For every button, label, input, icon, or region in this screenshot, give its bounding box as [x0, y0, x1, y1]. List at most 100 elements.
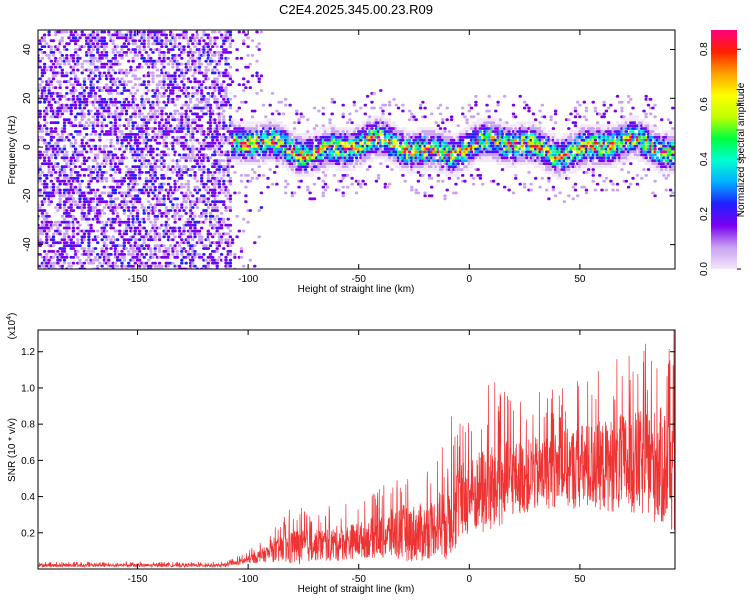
heatmap-cell	[93, 144, 98, 148]
heatmap-cell	[120, 182, 124, 186]
heatmap-cell	[312, 162, 317, 165]
heatmap-cell	[122, 80, 126, 84]
heatmap-cell	[352, 168, 356, 171]
heatmap-cell	[47, 30, 51, 34]
heatmap-cell	[171, 206, 175, 209]
heatmap-cell	[244, 185, 248, 189]
heatmap-cell	[71, 229, 76, 233]
heatmap-cell	[120, 112, 124, 116]
heatmap-cell	[224, 33, 228, 37]
heatmap-cell	[186, 103, 191, 107]
heatmap-cell	[104, 42, 109, 46]
heatmap-cell	[195, 159, 199, 163]
heatmap-cell	[153, 206, 157, 209]
heatmap-cell	[142, 103, 146, 107]
heatmap-cell	[69, 106, 73, 110]
heatmap-cell	[73, 115, 78, 119]
heatmap-cell	[255, 59, 259, 63]
heatmap-cell	[89, 253, 93, 256]
heatmap-cell	[45, 153, 49, 157]
heatmap-cell	[73, 200, 78, 204]
heatmap-cell	[208, 212, 213, 215]
heatmap-cell	[115, 182, 120, 186]
heatmap-cell	[96, 68, 100, 72]
heatmap-cell	[171, 65, 175, 69]
heatmap-cell	[115, 86, 120, 89]
heatmap-cell	[228, 36, 233, 40]
heatmap-cell	[142, 212, 146, 215]
heatmap-cell	[175, 92, 179, 95]
heatmap-cell	[166, 165, 171, 168]
heatmap-cell	[184, 100, 188, 104]
heatmap-cell	[142, 45, 146, 48]
heatmap-cell	[135, 253, 140, 256]
heatmap-cell	[87, 112, 91, 116]
heatmap-cell	[82, 162, 87, 165]
heatmap-cell	[206, 200, 210, 204]
heatmap-cell	[67, 235, 71, 239]
heatmap-cell	[129, 238, 133, 242]
heatmap-cell	[65, 74, 69, 78]
heatmap-cell	[363, 130, 367, 133]
heatmap-cell	[47, 77, 51, 81]
heatmap-cell	[191, 33, 195, 37]
heatmap-cell	[89, 174, 93, 177]
heatmap-cell	[204, 214, 208, 218]
heatmap-cell	[228, 197, 233, 201]
heatmap-cell	[129, 150, 133, 154]
heatmap-cell	[73, 103, 78, 107]
heatmap-cell	[184, 159, 188, 163]
heatmap-cell	[160, 168, 164, 171]
heatmap-cell	[295, 109, 299, 113]
heatmap-cell	[228, 253, 233, 256]
heatmap-cell	[151, 147, 155, 151]
heatmap-cell	[133, 109, 137, 113]
heatmap-cell	[235, 48, 239, 51]
heatmap-cell	[127, 185, 131, 189]
heatmap-cell	[144, 235, 149, 239]
heatmap-cell	[67, 212, 71, 215]
heatmap-cell	[100, 174, 104, 177]
heatmap-cell	[374, 179, 379, 183]
heatmap-cell	[204, 112, 208, 116]
heatmap-cell	[98, 138, 102, 142]
heatmap-cell	[120, 194, 124, 198]
heatmap-cell	[65, 153, 69, 157]
heatmap-cell	[228, 261, 233, 265]
heatmap-cell	[213, 39, 217, 43]
heatmap-cell	[166, 212, 171, 215]
heatmap-cell	[73, 51, 78, 54]
heatmap-cell	[195, 138, 199, 142]
heatmap-cell	[323, 150, 328, 154]
heatmap-cell	[38, 100, 42, 104]
heatmap-cell	[215, 68, 219, 72]
heatmap-cell	[129, 135, 133, 139]
heatmap-cell	[111, 68, 115, 72]
heatmap-cell	[67, 179, 71, 183]
heatmap-cell	[100, 89, 104, 92]
heatmap-cell	[213, 59, 217, 63]
heatmap-cell	[202, 171, 206, 174]
heatmap-cell	[49, 179, 53, 183]
heatmap-cell	[383, 182, 387, 186]
heatmap-cell	[82, 33, 87, 37]
heatmap-cell	[100, 247, 104, 250]
heatmap-cell	[98, 214, 102, 218]
heatmap-cell	[82, 45, 87, 48]
heatmap-cell	[65, 48, 69, 51]
heatmap-cell	[164, 232, 168, 236]
heatmap-cell	[215, 250, 219, 253]
heatmap-cell	[109, 92, 113, 95]
heatmap-cell	[217, 171, 222, 174]
heatmap-cell	[164, 33, 168, 37]
heatmap-cell	[226, 191, 230, 195]
heatmap-cell	[173, 229, 177, 233]
heatmap-cell	[93, 255, 98, 259]
heatmap-cell	[166, 62, 171, 66]
heatmap-cell	[51, 235, 56, 239]
heatmap-cell	[206, 45, 210, 48]
heatmap-cell	[182, 185, 186, 189]
heatmap-cell	[113, 48, 118, 51]
heatmap-cell	[120, 68, 124, 72]
